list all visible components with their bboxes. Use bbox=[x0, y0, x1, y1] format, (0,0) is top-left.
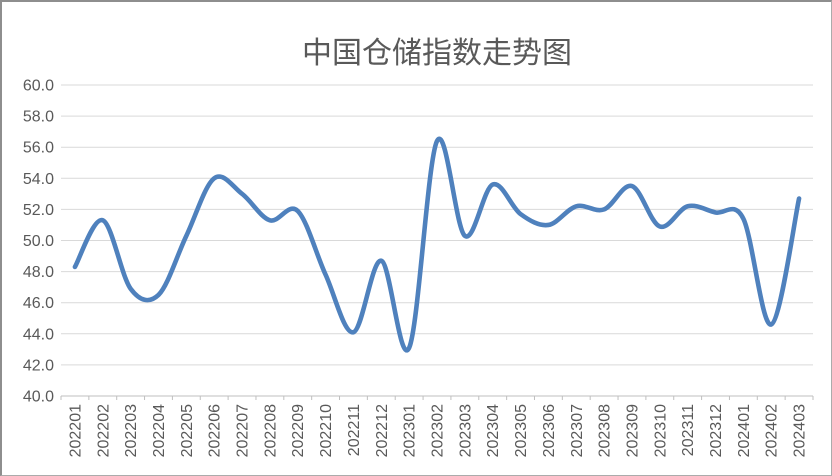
x-axis-label: 202402 bbox=[764, 404, 781, 457]
x-axis-label: 202209 bbox=[290, 404, 307, 457]
x-axis-label: 202208 bbox=[262, 404, 279, 457]
x-axis-label: 202202 bbox=[95, 404, 112, 457]
y-axis-label: 42.0 bbox=[23, 357, 54, 374]
x-axis-label: 202308 bbox=[597, 404, 614, 457]
x-axis-label: 202201 bbox=[67, 404, 84, 457]
x-axis-label: 202212 bbox=[374, 404, 391, 457]
y-axis-label: 46.0 bbox=[23, 295, 54, 312]
x-axis-label: 202304 bbox=[485, 404, 502, 457]
y-axis-label: 44.0 bbox=[23, 326, 54, 343]
x-axis-label: 202307 bbox=[569, 404, 586, 457]
x-axis-label: 202311 bbox=[680, 404, 697, 456]
x-axis-label: 202312 bbox=[708, 404, 725, 457]
y-axis-label: 54.0 bbox=[23, 171, 54, 188]
y-axis-label: 40.0 bbox=[23, 389, 54, 406]
x-axis-label: 202302 bbox=[430, 404, 447, 457]
x-axis-label: 202301 bbox=[402, 404, 419, 457]
x-axis-label: 202207 bbox=[235, 404, 252, 457]
x-axis-label: 202203 bbox=[123, 404, 140, 457]
y-axis-label: 56.0 bbox=[23, 140, 54, 157]
y-axis-label: 50.0 bbox=[23, 233, 54, 250]
y-axis-label: 52.0 bbox=[23, 202, 54, 219]
x-axis-label: 202210 bbox=[318, 404, 335, 457]
x-axis-label: 202403 bbox=[792, 404, 809, 457]
x-axis-label: 202305 bbox=[513, 404, 530, 457]
series-line bbox=[72, 136, 802, 353]
x-axis-label: 202211 bbox=[346, 404, 363, 456]
y-axis-label: 60.0 bbox=[23, 78, 54, 95]
y-axis-label: 48.0 bbox=[23, 264, 54, 281]
x-axis-label: 202204 bbox=[151, 404, 168, 457]
y-axis-label: 58.0 bbox=[23, 109, 54, 126]
x-axis-label: 202205 bbox=[179, 404, 196, 457]
x-axis-label: 202206 bbox=[207, 404, 224, 457]
x-axis-label: 202401 bbox=[736, 404, 753, 457]
x-axis-label: 202310 bbox=[652, 404, 669, 457]
chart-title: 中国仓储指数走势图 bbox=[302, 37, 572, 70]
x-axis-label: 202306 bbox=[541, 404, 558, 457]
x-axis-label: 202303 bbox=[457, 404, 474, 457]
x-axis-label: 202309 bbox=[624, 404, 641, 457]
